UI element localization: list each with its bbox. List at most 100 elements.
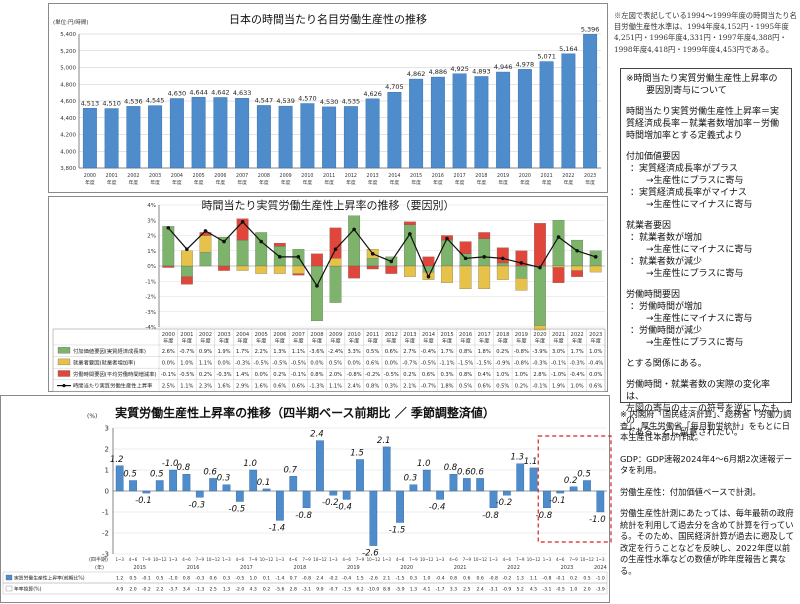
table-value: -0.1% <box>551 360 566 366</box>
bar <box>502 490 511 496</box>
bar-segment <box>459 265 472 289</box>
table-value: 0.0% <box>310 360 323 366</box>
table-value: 0.3 <box>223 576 230 582</box>
line-point <box>333 247 338 252</box>
table-header: 年度 <box>349 337 359 345</box>
table-value: 1.7% <box>571 349 584 355</box>
table-header: 年度 <box>200 337 210 345</box>
x-tick-label: 年度 <box>324 179 334 186</box>
table-value: -0.5% <box>421 360 436 366</box>
table-header: 2007 <box>292 332 305 338</box>
data-label: 1.0 <box>243 459 257 469</box>
x-tick-label: 4~6 <box>396 557 405 562</box>
table-header: 2008 <box>310 332 323 338</box>
table-value: -0.9 <box>502 587 511 593</box>
table-value: 0.6 <box>463 576 470 582</box>
table-value: 0.6% <box>385 349 398 355</box>
table-value: 0.8 <box>450 576 457 582</box>
data-label: 5,071 <box>537 53 556 61</box>
y-tick-label: 2% <box>147 234 156 240</box>
table-value: 1.0 <box>250 576 257 582</box>
x-tick-label: 年度 <box>433 179 443 186</box>
table-value: -1.0 <box>169 576 178 582</box>
bar <box>556 490 565 494</box>
x-tick-label: 年度 <box>237 179 247 186</box>
bar <box>517 69 532 169</box>
table-value: -1.0 <box>596 576 605 582</box>
data-label: 4,862 <box>407 70 426 78</box>
table-header: 2011 <box>366 332 379 338</box>
line-point <box>240 219 245 224</box>
bar-segment <box>236 218 249 241</box>
data-label: -0.4 <box>429 502 446 512</box>
data-label: 0.8 <box>177 463 191 473</box>
table-value: -0.8 <box>489 576 498 582</box>
bar-segment <box>366 265 379 270</box>
hours-heading: 労働時間要因 <box>626 290 681 300</box>
line-point <box>426 274 431 279</box>
employment-line-3: ：就業者数が減少 <box>630 257 703 267</box>
table-header: 2006 <box>273 332 286 338</box>
data-label: 4,545 <box>146 97 165 105</box>
bar <box>396 490 404 523</box>
year-label: 2020 <box>400 565 413 571</box>
table-value: 0.1 <box>263 576 270 582</box>
table-value: -0.4 <box>436 576 445 582</box>
bar-segment <box>329 258 342 267</box>
bar-segment <box>199 235 212 253</box>
table-value: -3.6% <box>309 349 324 355</box>
data-label: -1.5 <box>389 526 406 536</box>
bar <box>369 490 378 546</box>
y-tick-label: 3% <box>147 218 156 224</box>
line-point <box>482 255 487 259</box>
table-value: -0.7% <box>179 349 194 355</box>
table-value: 0.2% <box>273 372 286 378</box>
bar <box>82 108 97 169</box>
x-tick-label: 4~6 <box>129 557 138 562</box>
value-added-line-4: →生産性にマイナスに寄与 <box>646 200 753 210</box>
data-label: -0.2 <box>496 498 513 508</box>
year-label: 2017 <box>240 565 253 571</box>
data-label: 5,164 <box>559 45 578 53</box>
table-value: -3.9% <box>532 349 547 355</box>
x-tick-label: 7~9 <box>249 557 258 562</box>
bar-segment <box>180 265 193 277</box>
definition-line-1: 時間当たり実質労働生産性上昇率＝実 <box>626 107 780 117</box>
bar-segment <box>441 265 453 283</box>
data-label: -0.5 <box>229 505 246 515</box>
table-value: 2.7% <box>403 349 416 355</box>
table-header: 年度 <box>535 337 545 345</box>
bar <box>462 478 471 492</box>
x-tick-label: 7~9 <box>356 557 365 562</box>
bar-segment <box>403 224 416 267</box>
table-value: 1.1% <box>180 384 193 390</box>
table-value: -0.2 <box>502 576 511 582</box>
table-value: 0.5% <box>459 384 472 390</box>
bar <box>356 459 364 492</box>
x-tick-label: 1~3 <box>276 557 285 562</box>
x-tick-label: 1~3 <box>596 557 605 562</box>
bar <box>343 106 358 169</box>
bar <box>182 473 191 492</box>
table-header: 年度 <box>386 337 396 345</box>
table-header: 2004 <box>236 332 250 338</box>
bar-segment <box>571 270 584 277</box>
table-header: 2010 <box>348 332 361 338</box>
table-value: 0.5 <box>156 576 163 582</box>
table-value: 0.5 <box>583 576 590 582</box>
x-tick-label: 2014 <box>388 173 400 179</box>
table-value: -0.2% <box>365 372 380 378</box>
x-tick-label: 年度 <box>368 179 378 186</box>
table-value: -5.6 <box>275 587 284 593</box>
x-tick-label: 7~9 <box>516 557 525 562</box>
y-tick-label: -3 <box>102 551 109 559</box>
x-tick-label: 年度 <box>585 179 595 186</box>
table-value: 0.8% <box>310 372 323 378</box>
bar <box>474 76 489 169</box>
x-tick-label: 2010 <box>301 173 313 179</box>
table-value: 1.0% <box>571 384 584 390</box>
bar-segment <box>329 227 342 259</box>
table-header: 年度 <box>219 337 229 345</box>
y-tick-label: 4,000 <box>60 149 76 155</box>
bar-segment <box>311 253 323 267</box>
